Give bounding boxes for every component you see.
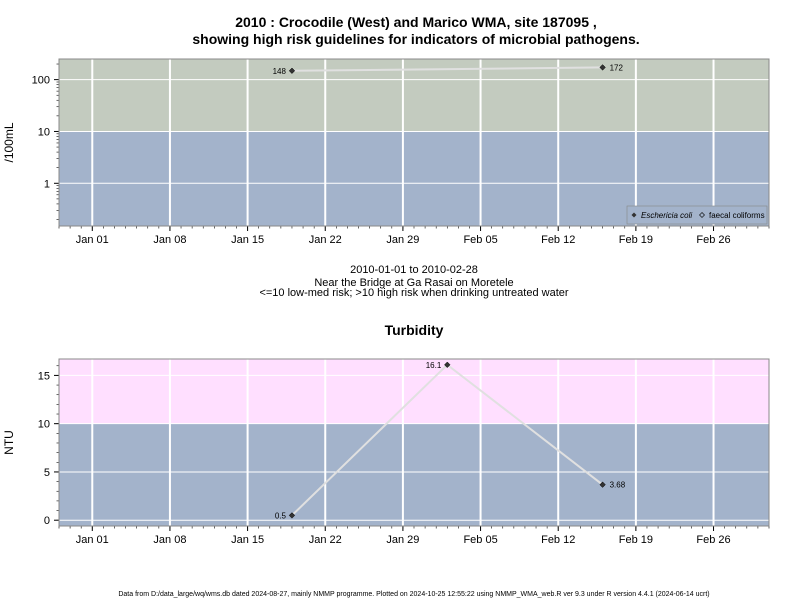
x-tick-label: Jan 22	[309, 234, 342, 246]
subtitle-site-name: Near the Bridge at Ga Rasai on Moretele	[314, 277, 513, 289]
data-label: 3.68	[610, 481, 626, 490]
chart-title-line2: showing high risk guidelines for indicat…	[192, 31, 639, 47]
x-tick-label: Jan 15	[231, 534, 264, 546]
legend-box	[626, 205, 768, 225]
x-tick-label: Jan 01	[76, 534, 109, 546]
legend-marker-faecal	[699, 212, 705, 218]
x-tick-label: Feb 12	[541, 234, 575, 246]
x-tick-label: Feb 12	[541, 534, 575, 546]
x-tick-label: Jan 08	[153, 534, 186, 546]
y-tick-label: 10	[38, 126, 50, 138]
subtitle-date-range: 2010-01-01 to 2010-02-28	[350, 264, 478, 276]
data-point	[599, 64, 606, 71]
legend-entry-ecoli: Eschericia coli	[641, 211, 692, 220]
data-point	[288, 512, 296, 519]
y-tick-label: 0	[44, 515, 50, 527]
y-tick-label: 100	[32, 75, 50, 87]
x-tick-label: Feb 26	[696, 234, 730, 246]
x-tick-label: Jan 15	[231, 234, 264, 246]
data-label: 16.1	[426, 361, 442, 370]
x-tick-label: Jan 29	[386, 534, 419, 546]
turbidity-panel: Jan 01 Jan 08 Jan 15 Jan 22 Jan 29 Feb 05 Feb …	[2, 358, 770, 546]
legend-marker-ecoli	[631, 212, 637, 218]
data-label: 172	[610, 63, 624, 72]
x-tick-label: Jan 01	[76, 234, 109, 246]
low-risk-zone	[59, 423, 769, 526]
x-tick-label: Jan 29	[386, 234, 419, 246]
x-tick-label: Jan 08	[153, 234, 186, 246]
y-axis-label: /100mL	[2, 122, 16, 162]
footer-note: Data from D:/data_large/wq/wms.db dated …	[118, 591, 709, 598]
turbidity-title: Turbidity	[385, 322, 444, 338]
x-tick-label: Jan 22	[309, 534, 342, 546]
x-tick-label: Feb 26	[696, 534, 730, 546]
data-label: 0.5	[275, 511, 287, 520]
subtitle-risk-note: <=10 low-med risk; >10 high risk when dr…	[259, 287, 568, 299]
y-axis-label: NTU	[2, 430, 16, 455]
plot-frame	[58, 358, 770, 527]
microbial-panel: Jan 01 Jan 08 Jan 15 Jan 22 Jan 29 Feb 05 Feb …	[2, 58, 770, 246]
y-tick-label: 1	[44, 178, 50, 190]
series-line	[291, 66, 603, 72]
data-label: 148	[273, 67, 287, 76]
y-tick-label: 5	[44, 467, 50, 479]
data-point	[599, 481, 606, 488]
plot-frame	[58, 58, 770, 227]
legend-entry-faecal: faecal coliforms	[709, 211, 765, 220]
y-tick-label: 15	[38, 370, 50, 382]
high-risk-zone	[59, 59, 769, 132]
x-tick-label: Feb 05	[463, 234, 497, 246]
high-risk-zone	[59, 359, 769, 424]
x-tick-label: Feb 19	[619, 534, 653, 546]
x-tick-label: Feb 05	[463, 534, 497, 546]
y-tick-label: 10	[38, 419, 50, 431]
data-point	[444, 361, 451, 368]
chart-title-line1: 2010 : Crocodile (West) and Marico WMA, …	[235, 14, 597, 30]
x-tick-label: Feb 19	[619, 234, 653, 246]
data-point	[288, 67, 296, 74]
